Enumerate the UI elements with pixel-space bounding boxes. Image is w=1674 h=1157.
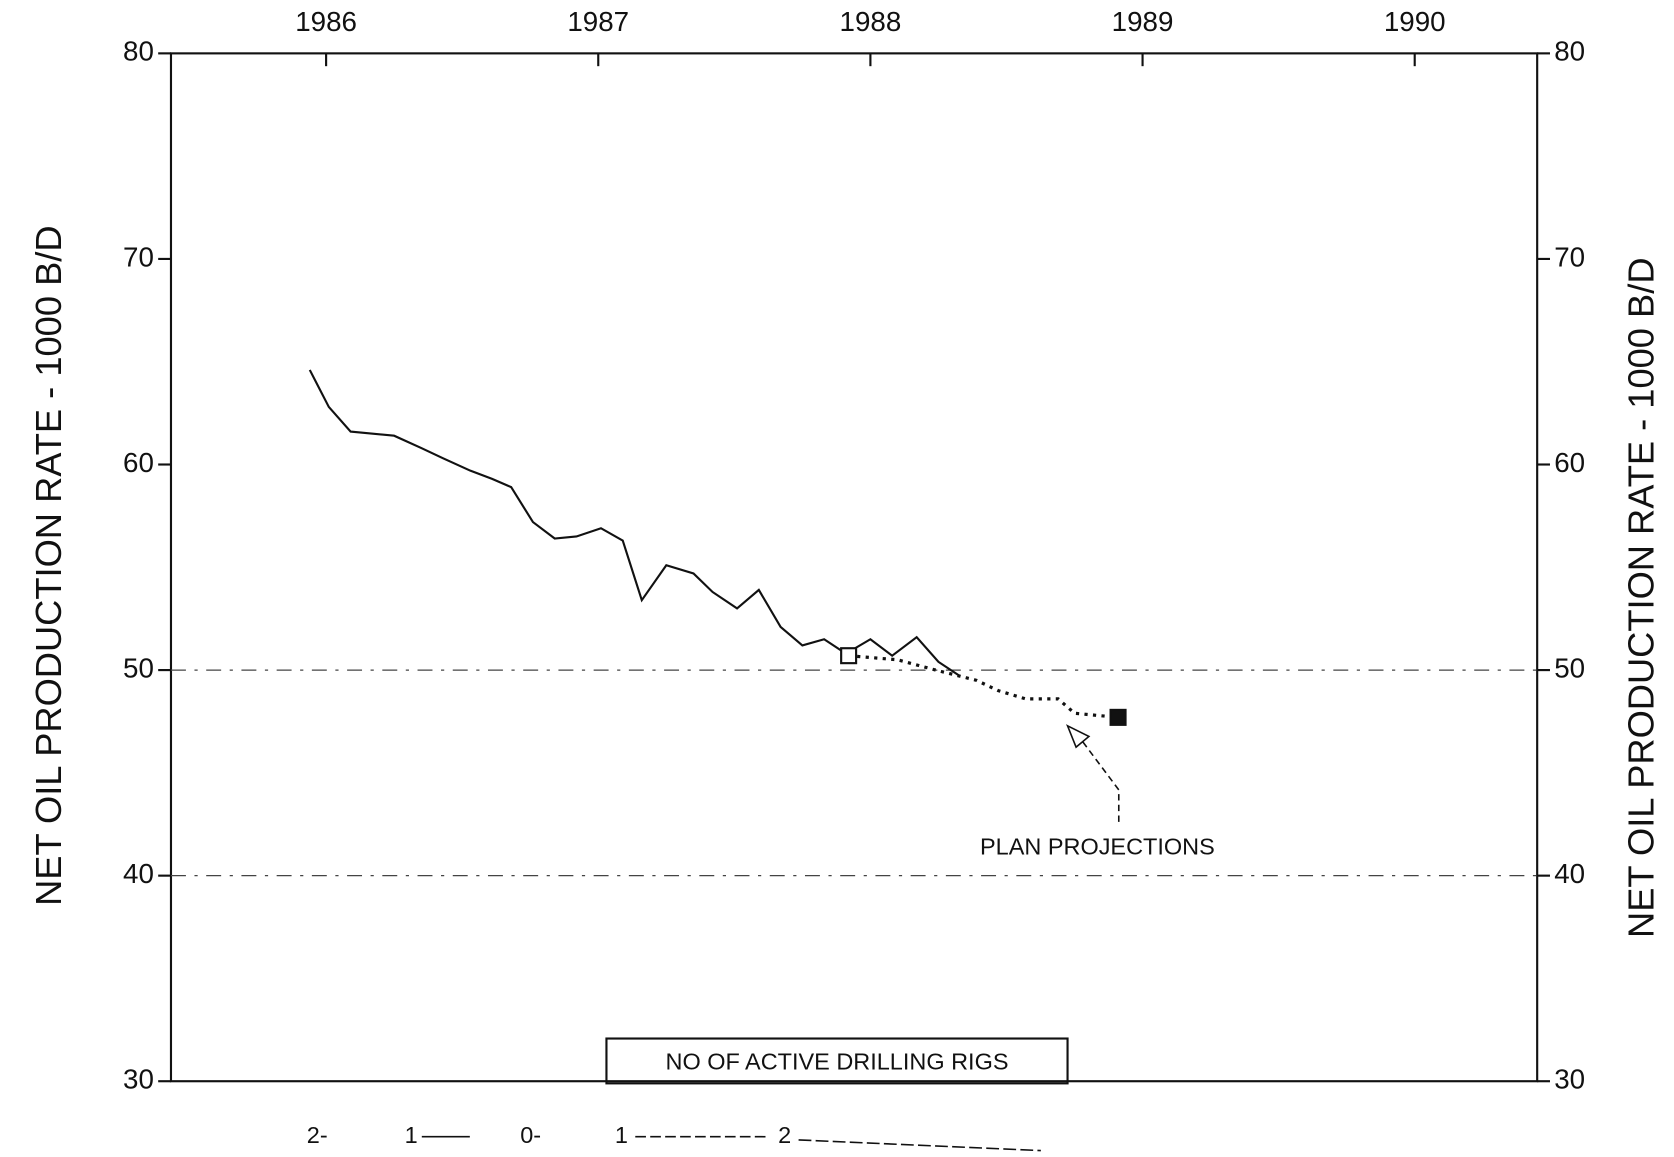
y-tick-label: 80: [123, 36, 154, 67]
y2-tick-label: 30: [1554, 1064, 1585, 1095]
rig-scale-line: [798, 1139, 1041, 1152]
y-tick-label: 50: [123, 652, 154, 683]
y-axis-title: NET OIL PRODUCTION RATE - 1000 B/D: [28, 225, 69, 905]
rig-label-box: [605, 1037, 1069, 1085]
series-line: [308, 369, 961, 678]
rig-label: NO OF ACTIVE DRILLING RIGS: [666, 1048, 1009, 1074]
y-tick-label: 30: [123, 1064, 154, 1095]
y2-tick-label: 60: [1554, 447, 1585, 478]
x-tick-label: 1986: [295, 6, 357, 37]
x-tick-label: 1989: [1112, 6, 1174, 37]
x-tick-label: 1987: [567, 6, 629, 37]
y-tick-label: 70: [123, 241, 154, 272]
rig-scale-label: 0-: [520, 1122, 541, 1148]
point-marker: [840, 647, 858, 665]
y-tick-label: 60: [123, 447, 154, 478]
rig-scale-label: 2-: [307, 1122, 328, 1148]
y-tick-label: 40: [123, 858, 154, 889]
plot-frame: [169, 52, 1539, 1083]
x-tick-label: 1988: [840, 6, 902, 37]
y2-tick-label: 50: [1554, 652, 1585, 683]
x-tick-label: 1990: [1384, 6, 1446, 37]
point-marker: [1109, 708, 1127, 726]
rig-scale-label: 1: [405, 1122, 418, 1148]
rig-scale-label: 2: [778, 1122, 791, 1148]
arrow-head: [1066, 724, 1091, 749]
y2-tick-label: 40: [1554, 858, 1585, 889]
annotation: PLAN PROJECTIONS: [980, 834, 1215, 860]
y2-tick-label: 80: [1554, 36, 1585, 67]
series-line: [848, 654, 1119, 719]
rig-scale-label: 1: [615, 1122, 628, 1148]
annotation-arrow: [1079, 738, 1120, 822]
y2-axis-title: NET OIL PRODUCTION RATE - 1000 B/D: [1620, 257, 1661, 937]
y2-tick-label: 70: [1554, 241, 1585, 272]
